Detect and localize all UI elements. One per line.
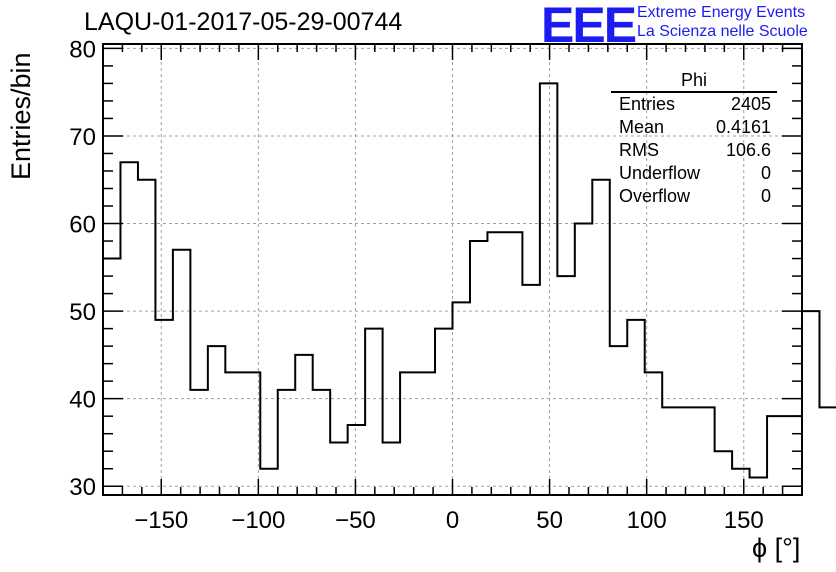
stats-label: Underflow [619,163,701,183]
chart-title: LAQU-01-2017-05-29-00744 [84,8,403,36]
x-tick-label: 50 [536,507,563,534]
y-tick-label: 60 [69,212,96,239]
stats-row-entries: Entries 2405 [611,93,777,116]
stats-value: 0.4161 [715,117,771,137]
x-axis-label: ϕ [°] [752,533,801,563]
x-tick-label: −150 [134,507,188,534]
axis-ticks [102,44,803,495]
y-tick-labels: 30 40 50 60 70 80 [69,36,96,501]
stats-label: RMS [619,140,659,160]
x-tick-label: 0 [446,507,459,534]
x-tick-label: 100 [627,507,667,534]
stats-label: Overflow [619,186,691,206]
y-tick-label: 70 [69,124,96,151]
logo-line-1: Extreme Energy Events [637,4,806,21]
logo-caption: Extreme Energy Events La Scienza nelle S… [637,3,808,41]
stats-row-overflow: Overflow 0 [611,185,777,208]
histogram-line [103,82,836,479]
stats-label: Mean [619,117,665,137]
stats-row-mean: Mean 0.4161 [611,116,777,139]
y-axis-label: Entries/bin [6,52,36,180]
y-tick-label: 80 [69,36,96,63]
x-tick-label: −50 [335,507,376,534]
stats-value: 0 [760,186,771,206]
stats-row-underflow: Underflow 0 [611,162,777,185]
stats-box: Phi Entries 2405 Mean 0.4161 RMS 106.6 U… [611,70,777,208]
eee-logo: EEE [541,0,637,53]
y-tick-label: 50 [69,299,96,326]
x-tick-labels: −150 −100 −50 0 50 100 150 [134,507,764,534]
x-tick-label: −100 [231,507,285,534]
y-tick-label: 40 [69,387,96,414]
stats-label: Entries [619,94,676,114]
x-tick-label: 150 [724,507,764,534]
stats-value: 2405 [730,94,771,114]
stats-title: Phi [611,70,777,93]
stats-value: 0 [760,163,771,183]
logo-line-2: La Scienza nelle Scuole [637,23,808,40]
stats-value: 106.6 [725,140,771,160]
stats-row-rms: RMS 106.6 [611,139,777,162]
y-tick-label: 30 [69,474,96,501]
